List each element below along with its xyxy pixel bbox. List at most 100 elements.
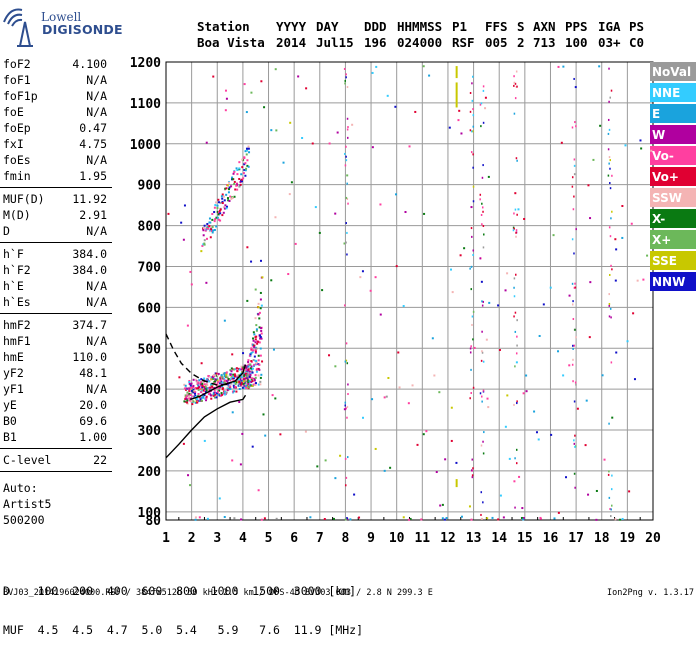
echo-point	[254, 382, 257, 385]
echo-point	[216, 379, 219, 382]
echo-point	[211, 225, 214, 228]
echo-point	[216, 392, 219, 395]
echo-point	[198, 399, 201, 402]
param-value: 48.1	[79, 366, 107, 380]
noise-echo	[573, 252, 575, 255]
noise-echo	[599, 124, 602, 127]
echo-point	[186, 394, 189, 397]
echo-point	[220, 387, 223, 390]
noise-echo	[479, 103, 482, 106]
param-value: 4.100	[72, 57, 107, 71]
noise-echo	[610, 515, 612, 518]
noise-echo	[482, 85, 485, 88]
echo-point	[235, 182, 238, 185]
echo-point	[190, 382, 193, 385]
noise-echo	[584, 444, 587, 447]
legend-label: NNE	[652, 86, 680, 100]
noise-echo	[480, 517, 483, 520]
noise-echo	[571, 303, 574, 306]
noise-echo	[347, 202, 349, 205]
echo-point	[259, 347, 262, 350]
echo-point	[245, 370, 248, 373]
echo-point	[217, 213, 220, 216]
echo-point	[223, 381, 226, 384]
noise-echo	[497, 518, 500, 521]
noise-echo	[498, 348, 501, 351]
param-row: hmF2 374.7	[0, 317, 112, 333]
noise-echo	[573, 442, 576, 445]
echo-point	[228, 186, 231, 189]
echo-point	[238, 167, 241, 170]
echo-point	[217, 218, 220, 221]
noise-echo	[262, 413, 265, 416]
noise-echo	[482, 89, 485, 92]
noise-echo	[630, 222, 633, 225]
noise-echo	[407, 402, 410, 405]
noise-echo	[513, 81, 516, 84]
echo-point	[245, 377, 248, 380]
echo-point	[203, 394, 206, 397]
noise-echo	[187, 474, 190, 477]
echo-point	[221, 387, 224, 390]
noise-echo	[472, 254, 474, 257]
param-label: MUF(D)	[3, 192, 45, 206]
echo-point	[252, 337, 255, 340]
echo-point	[202, 229, 205, 232]
echo-point	[255, 324, 258, 327]
echo-point	[258, 341, 261, 344]
noise-echo	[346, 128, 349, 131]
noise-echo	[608, 304, 611, 307]
echo-point	[188, 392, 191, 395]
echo-point	[236, 183, 239, 186]
echo-point	[192, 386, 195, 389]
echo-point	[189, 393, 192, 396]
noise-echo	[346, 456, 349, 459]
echo-point	[188, 379, 191, 382]
echo-point	[251, 371, 254, 374]
param-value: 384.0	[72, 247, 107, 261]
param-row: foF2 4.100	[0, 56, 112, 72]
echo-point	[260, 304, 263, 307]
sse-marker	[455, 66, 458, 79]
noise-echo	[374, 276, 377, 279]
noise-echo	[260, 327, 263, 330]
logo-waves-icon	[3, 8, 33, 47]
echo-point	[223, 377, 226, 380]
echo-point	[244, 174, 247, 177]
noise-echo	[455, 461, 458, 464]
noise-echo	[573, 439, 575, 442]
noise-echo	[610, 264, 612, 267]
echo-point	[226, 376, 229, 379]
echo-point	[225, 375, 228, 378]
noise-echo	[571, 185, 574, 188]
noise-echo	[345, 407, 347, 410]
echo-point	[247, 359, 250, 362]
noise-echo	[513, 295, 516, 298]
noise-echo	[497, 304, 500, 307]
echo-point	[217, 381, 220, 384]
echo-point	[211, 386, 214, 389]
y-tick-label: 1000	[130, 138, 161, 153]
noise-echo	[506, 394, 509, 397]
echo-point	[213, 211, 216, 214]
echo-point	[208, 392, 211, 395]
y-tick-label: 900	[138, 179, 162, 194]
hdr-ddd: DDD	[364, 19, 387, 34]
noise-echo	[562, 65, 565, 68]
param-row: M(D) 2.91	[0, 207, 112, 223]
noise-echo	[383, 469, 386, 472]
echo-point	[207, 374, 210, 377]
echo-point	[200, 399, 203, 402]
noise-echo	[346, 362, 349, 365]
echo-point	[259, 380, 262, 383]
noise-echo	[573, 344, 576, 347]
noise-echo	[513, 75, 515, 78]
noise-echo	[261, 276, 264, 279]
echo-point	[253, 346, 256, 349]
echo-point	[209, 386, 212, 389]
echo-point	[236, 188, 239, 191]
echo-point	[213, 380, 216, 383]
legend-label: W	[652, 128, 665, 142]
noise-echo	[481, 206, 484, 209]
echo-point	[232, 172, 235, 175]
